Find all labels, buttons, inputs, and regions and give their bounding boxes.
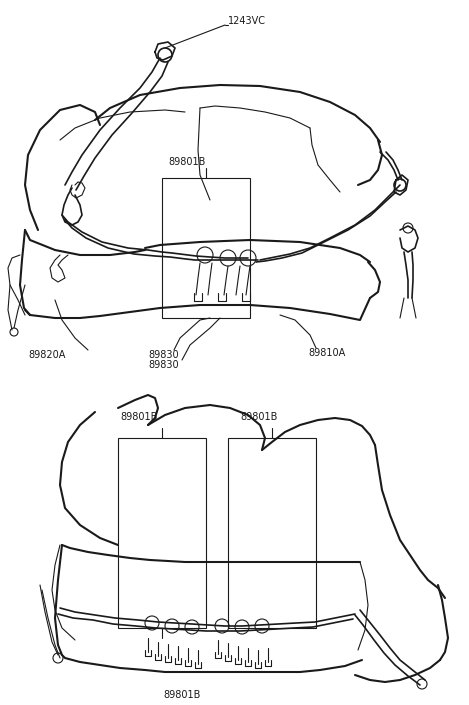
Bar — [228, 438, 316, 628]
Text: 89830: 89830 — [148, 360, 179, 370]
Text: 89830: 89830 — [148, 350, 179, 360]
Text: 89820A: 89820A — [28, 350, 65, 360]
Text: 89801B: 89801B — [120, 412, 158, 422]
Bar — [118, 438, 206, 628]
Text: 1243VC: 1243VC — [228, 16, 266, 26]
Bar — [162, 178, 250, 318]
Text: 89810A: 89810A — [308, 348, 345, 358]
Text: 89801B: 89801B — [163, 690, 201, 700]
Text: 89801B: 89801B — [240, 412, 277, 422]
Text: 89801B: 89801B — [168, 157, 205, 167]
